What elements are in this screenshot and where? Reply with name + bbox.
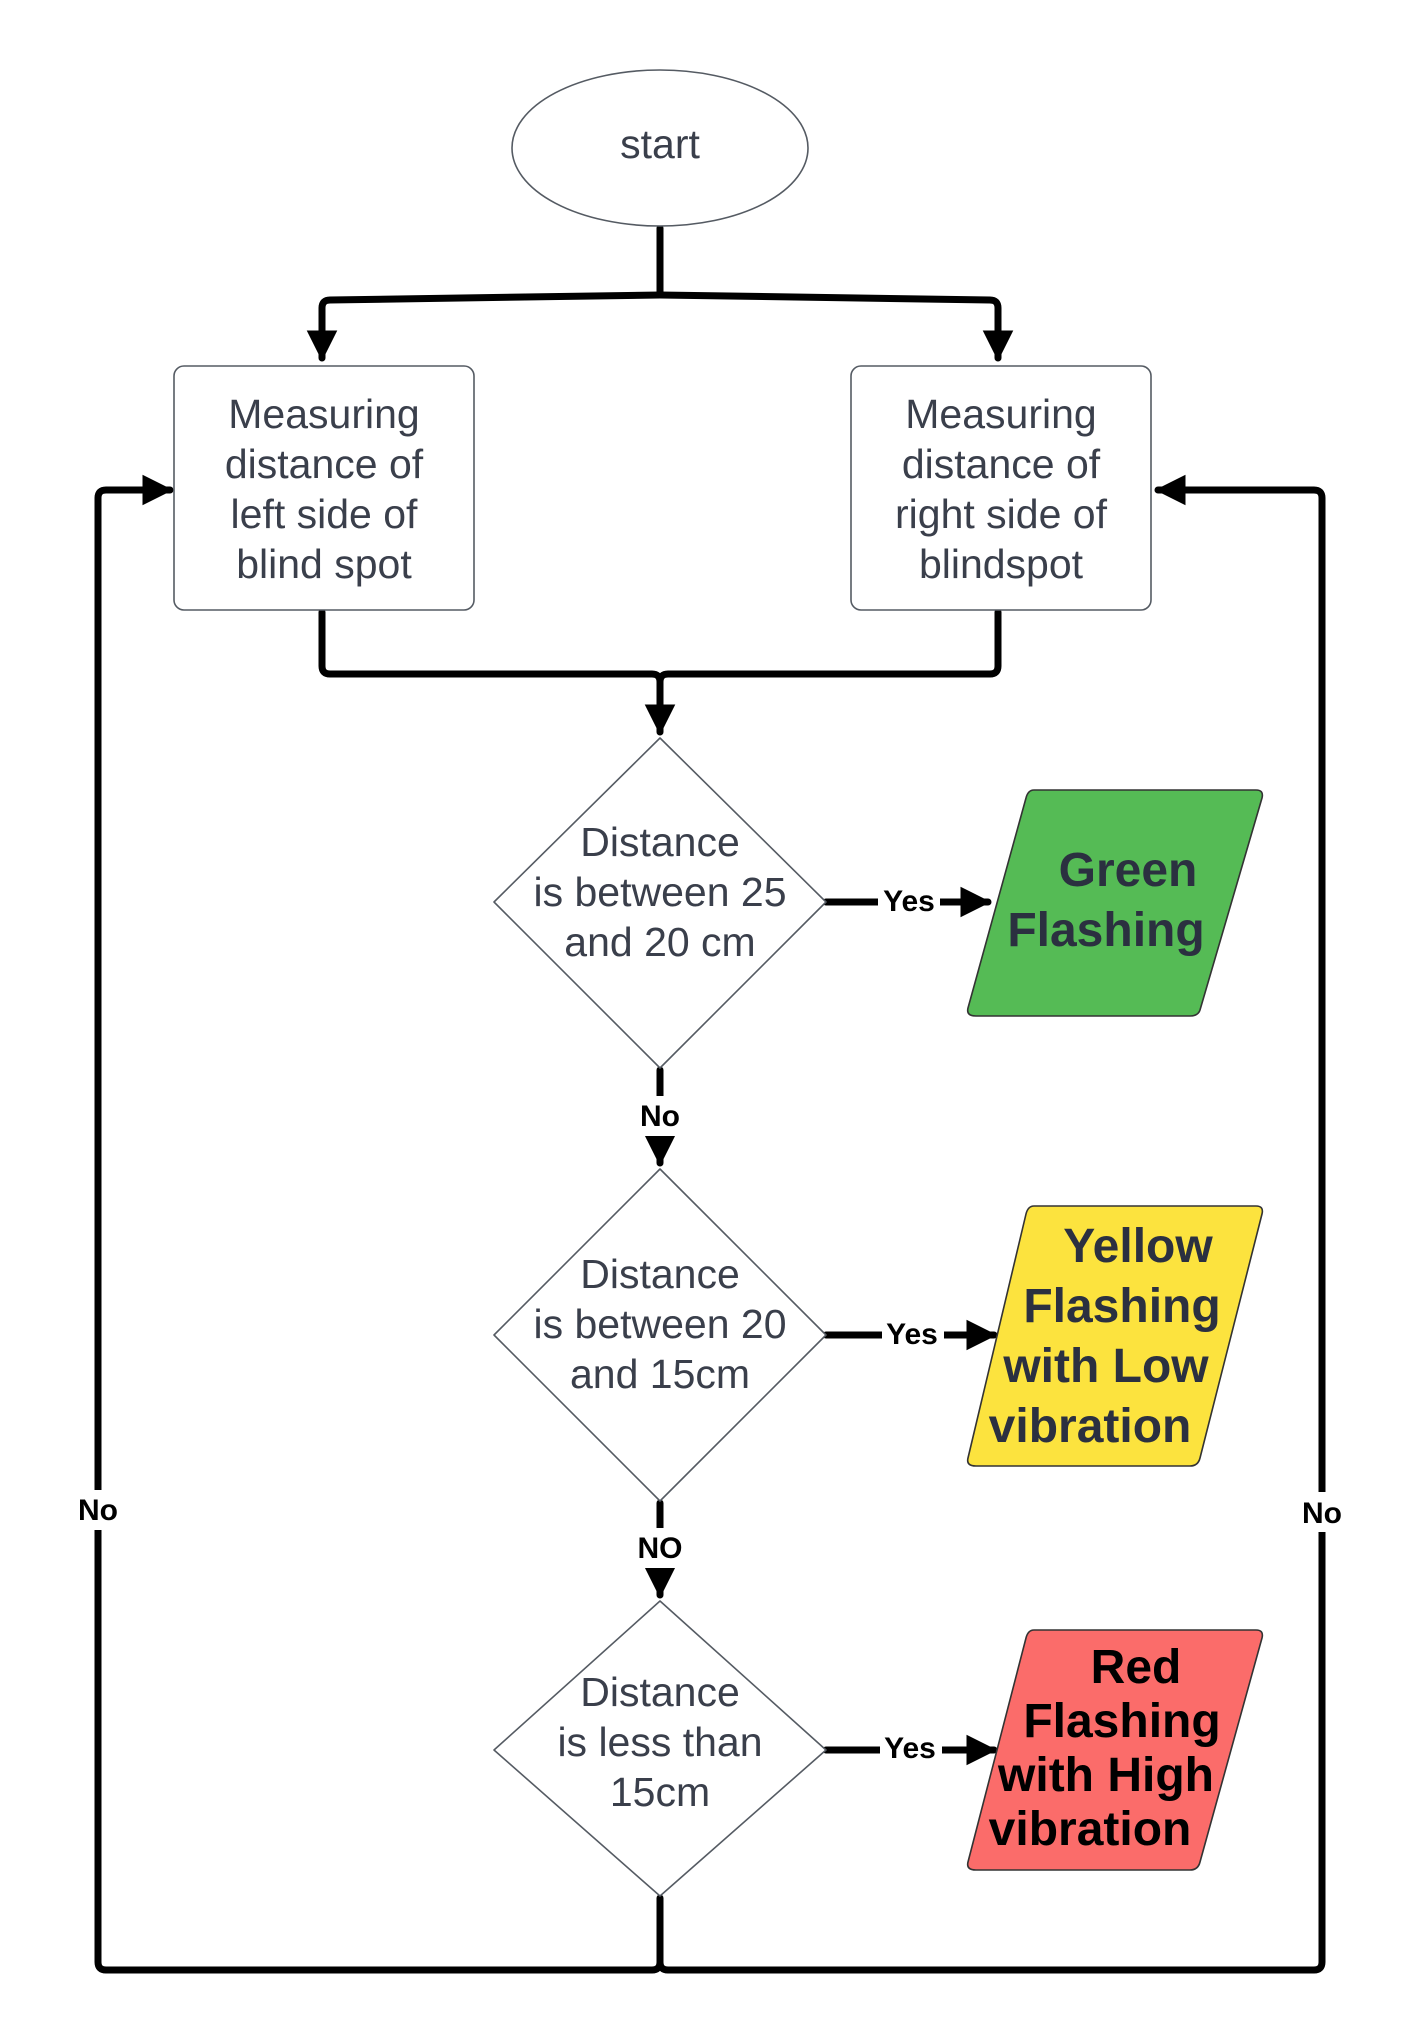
measure-left-node: Measuring distance of left side of blind… xyxy=(173,365,475,611)
measure-left-line-2: distance of xyxy=(225,441,424,487)
output-yellow-line-2: Flashing xyxy=(1023,1280,1220,1333)
measure-right-line-1: Measuring xyxy=(905,391,1096,437)
edge-label-no-2: NO xyxy=(638,1532,683,1565)
measure-left-line-3: left side of xyxy=(231,491,418,537)
output-green-node: Green Flashing xyxy=(966,789,1264,1017)
output-red-line-1: Red xyxy=(1091,1641,1182,1694)
output-red-line-3: with High xyxy=(997,1749,1214,1802)
output-red-node: Red Flashing with High vibration xyxy=(966,1629,1264,1871)
output-red-line-4: vibration xyxy=(989,1803,1192,1856)
decision-1-line-1: Distance xyxy=(580,819,740,865)
decision-2-node: Distance is between 20 and 15cm xyxy=(493,1168,827,1502)
decision-1-line-2: is between 25 xyxy=(533,869,786,915)
output-yellow-line-3: with Low xyxy=(1002,1340,1209,1393)
decision-3-line-1: Distance xyxy=(580,1669,740,1715)
measure-right-node: Measuring distance of right side of blin… xyxy=(850,365,1152,611)
edge-split-left xyxy=(306,291,664,362)
edge-right-merge xyxy=(656,608,1002,686)
output-yellow-line-4: vibration xyxy=(989,1400,1192,1453)
measure-left-line-4: blind spot xyxy=(236,541,412,587)
edge-label-no-1: No xyxy=(640,1100,680,1133)
start-node: start xyxy=(511,69,809,227)
edges xyxy=(94,224,1326,1974)
output-green-line-2: Flashing xyxy=(1007,904,1204,957)
start-label: start xyxy=(620,121,700,167)
decision-3-node: Distance is less than 15cm xyxy=(493,1600,827,1897)
output-green-line-1: Green xyxy=(1059,844,1198,897)
edge-split-right xyxy=(656,291,1014,362)
edge-label-yes-2: Yes xyxy=(886,1318,938,1351)
output-green-shape xyxy=(966,789,1264,1017)
decision-3-line-2: is less than xyxy=(557,1719,762,1765)
output-yellow-line-1: Yellow xyxy=(1063,1220,1213,1273)
output-red-shape xyxy=(966,1629,1264,1871)
edge-label-no-right: No xyxy=(1302,1497,1342,1530)
edge-labels: Yes Yes Yes No NO No No xyxy=(70,880,1350,1767)
edge-label-yes-3: Yes xyxy=(884,1732,936,1765)
edge-label-no-left: No xyxy=(78,1494,118,1527)
decision-1-node: Distance is between 25 and 20 cm xyxy=(493,737,827,1069)
measure-left-line-1: Measuring xyxy=(228,391,419,437)
measure-right-line-3: right side of xyxy=(895,491,1108,537)
decision-3-line-3: 15cm xyxy=(610,1769,710,1815)
output-yellow-node: Yellow Flashing with Low vibration xyxy=(966,1205,1264,1467)
output-yellow-shape xyxy=(966,1205,1264,1467)
edge-left-merge xyxy=(318,608,664,686)
decision-2-line-2: is between 20 xyxy=(533,1301,786,1347)
measure-right-line-4: blindspot xyxy=(919,541,1084,587)
output-red-line-2: Flashing xyxy=(1023,1695,1220,1748)
edge-label-yes-1: Yes xyxy=(883,885,935,918)
measure-right-line-2: distance of xyxy=(902,441,1101,487)
edge-loop-right xyxy=(656,474,1326,1974)
decision-2-line-3: and 15cm xyxy=(570,1351,750,1397)
decision-1-line-3: and 20 cm xyxy=(564,919,755,965)
decision-2-line-1: Distance xyxy=(580,1251,740,1297)
